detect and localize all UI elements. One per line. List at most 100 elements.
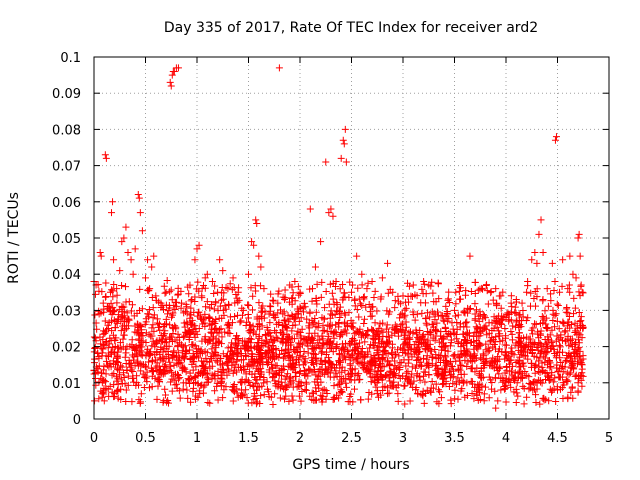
data-point [211, 387, 219, 395]
data-point [577, 372, 585, 380]
data-point [452, 300, 460, 308]
data-point [414, 341, 422, 349]
data-point [115, 315, 123, 323]
data-point [111, 306, 119, 314]
x-tick-label: 2.5 [341, 431, 362, 446]
data-point [476, 380, 484, 388]
data-point [432, 380, 440, 388]
data-point [552, 310, 560, 318]
data-point [350, 347, 358, 355]
data-point [341, 346, 349, 354]
data-point [264, 388, 272, 396]
data-point [234, 311, 242, 319]
data-point [153, 315, 161, 323]
data-point [282, 392, 290, 400]
data-point [137, 338, 145, 346]
data-point [423, 321, 431, 329]
chart-title: Day 335 of 2017, Rate Of TEC Index for r… [164, 20, 538, 36]
data-point [208, 362, 216, 370]
data-point [492, 404, 500, 412]
data-point [536, 320, 544, 328]
data-point [124, 372, 132, 380]
data-point [336, 351, 344, 359]
data-point [556, 385, 564, 393]
data-point [91, 311, 99, 319]
data-point [166, 304, 174, 312]
data-point [332, 329, 340, 337]
data-point [512, 296, 520, 304]
y-tick-label: 0.08 [52, 123, 81, 138]
data-point [384, 390, 392, 398]
data-point [514, 333, 522, 341]
data-point [394, 397, 402, 405]
data-point [176, 354, 184, 362]
data-point [369, 303, 377, 311]
data-point [398, 320, 406, 328]
data-point [419, 331, 427, 339]
data-point [162, 391, 170, 399]
data-point [311, 263, 319, 271]
data-point [279, 354, 287, 362]
data-point [346, 393, 354, 401]
data-point [166, 78, 174, 86]
data-point [265, 330, 273, 338]
data-point [427, 347, 435, 355]
data-point [340, 375, 348, 383]
data-point [285, 397, 293, 405]
data-point [524, 314, 532, 322]
data-point [167, 362, 175, 370]
data-point [174, 284, 182, 292]
data-point [161, 289, 169, 297]
data-point [471, 289, 479, 297]
data-point [220, 311, 228, 319]
data-point [195, 308, 203, 316]
data-point [513, 379, 521, 387]
data-point [550, 287, 558, 295]
data-point [207, 301, 215, 309]
data-point [134, 191, 142, 199]
data-point [437, 311, 445, 319]
data-point [191, 256, 199, 264]
data-point [276, 384, 284, 392]
data-point [170, 347, 178, 355]
data-point [536, 340, 544, 348]
data-point [353, 358, 361, 366]
data-point [99, 345, 107, 353]
data-point [549, 342, 557, 350]
data-point [571, 329, 579, 337]
data-point [126, 363, 134, 371]
data-point [301, 303, 309, 311]
data-point [405, 335, 413, 343]
data-point [285, 381, 293, 389]
data-point [404, 279, 412, 287]
data-point [423, 386, 431, 394]
data-point [434, 280, 442, 288]
data-point [508, 336, 516, 344]
data-point [311, 396, 319, 404]
data-point [538, 379, 546, 387]
data-point [477, 341, 485, 349]
data-point [341, 125, 349, 133]
data-point [526, 335, 534, 343]
data-point [108, 209, 116, 217]
x-tick-label: 3 [399, 431, 407, 446]
data-point [244, 314, 252, 322]
data-point [334, 357, 342, 365]
data-point [313, 300, 321, 308]
data-point [479, 373, 487, 381]
x-tick-label: 2 [296, 431, 304, 446]
data-point [578, 288, 586, 296]
data-point [513, 389, 521, 397]
data-point [412, 386, 420, 394]
data-point [228, 347, 236, 355]
data-point [218, 283, 226, 291]
data-point [351, 302, 359, 310]
data-point [111, 390, 119, 398]
data-point [371, 287, 379, 295]
data-point [523, 393, 531, 401]
data-point [94, 368, 102, 376]
data-point [97, 344, 105, 352]
data-point [260, 376, 268, 384]
data-point [207, 328, 215, 336]
data-point [142, 274, 149, 282]
